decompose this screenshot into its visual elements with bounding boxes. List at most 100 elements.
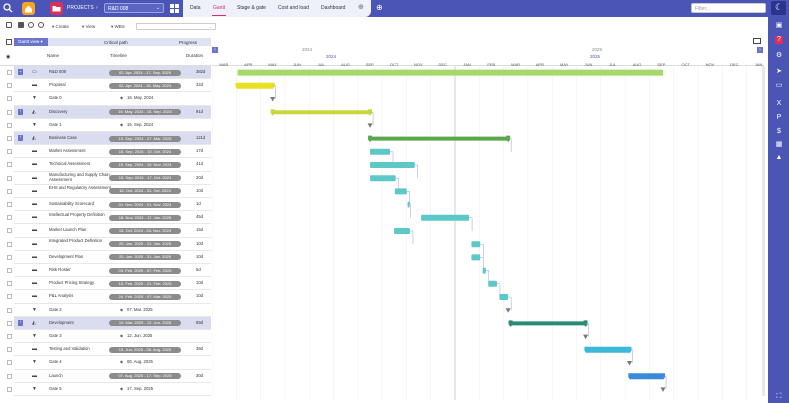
timeline-pill[interactable]: 16. Oct. 2024 - 31. Oct. 2024 bbox=[109, 188, 181, 195]
task-name[interactable]: Discovery bbox=[49, 108, 68, 114]
timeline-pill[interactable]: 02. Apr. 2024 - 16. May. 2024 bbox=[109, 82, 181, 89]
timeline-pill[interactable]: 15. Oct. 2024 - 04. Nov. 2024 bbox=[109, 227, 181, 234]
projects-breadcrumb[interactable]: PROJECTS bbox=[67, 5, 94, 11]
table-row[interactable]: › ◭ Business Case 15. Sep. 2024 - 07. Mar. … bbox=[7, 132, 211, 146]
expand-toggle-icon[interactable]: › bbox=[18, 318, 23, 326]
graduation-cap-icon[interactable]: ▲ bbox=[775, 154, 783, 161]
table-row[interactable]: ▼ Gate 1 ◆ 15. Sep. 2024 bbox=[7, 119, 211, 132]
row-checkbox[interactable] bbox=[7, 215, 12, 221]
timeline-pill[interactable]: 24. Feb. 2025 - 07. Mar. 2025 bbox=[109, 293, 181, 300]
row-checkbox[interactable] bbox=[7, 268, 12, 273]
task-name[interactable]: EHS and Regulatory Assessment bbox=[49, 185, 111, 191]
row-checkbox[interactable] bbox=[7, 334, 12, 339]
gantt-view-select[interactable]: Gantt view ▾ bbox=[14, 38, 48, 46]
row-checkbox[interactable] bbox=[7, 109, 12, 115]
row-checkbox[interactable] bbox=[7, 320, 12, 326]
table-row[interactable]: ▬ Technical Assessment 15. Sep. 2024 - 10.… bbox=[7, 158, 211, 172]
grid-icon[interactable] bbox=[170, 4, 179, 13]
timeline-pill[interactable]: 03. Feb. 2025 - 07. Feb. 2025 bbox=[109, 267, 181, 274]
timeline-pill[interactable]: 20. Jan. 2025 - 31. Jan. 2025 bbox=[109, 241, 181, 248]
settings-icon[interactable] bbox=[38, 22, 44, 28]
calendar-icon[interactable]: ▦ bbox=[775, 141, 783, 148]
task-name[interactable]: Business Case bbox=[49, 135, 77, 140]
circle-icon[interactable] bbox=[28, 22, 34, 28]
task-name[interactable]: Risk Roster bbox=[49, 267, 71, 272]
add-icon[interactable]: ⊕ bbox=[376, 3, 383, 12]
timeline-pill[interactable]: 16. May. 2024 - 15. Sep. 2024 bbox=[109, 109, 181, 116]
table-row[interactable]: ▬ P&L Analysis 24. Feb. 2025 - 07. Mar. 20… bbox=[7, 290, 211, 304]
table-row[interactable]: ▼ Gate 4 ◆ 06. Aug. 2025 bbox=[7, 356, 211, 370]
timeline-pill[interactable]: 02. Apr. 2024 - 17. Sep. 2025 bbox=[109, 69, 181, 76]
duration-column-header[interactable]: Duration bbox=[186, 53, 204, 58]
timeline-pill[interactable]: 18. Nov. 2024 - 17. Jan. 2025 bbox=[109, 214, 181, 221]
timeline-pill[interactable]: 15. Sep. 2024 - 10. Nov. 2024 bbox=[109, 161, 181, 168]
timeline-pill[interactable]: 10. Mar. 2025 - 12. Jun. 2025 bbox=[109, 320, 181, 327]
task-name[interactable]: Gate 2 bbox=[49, 306, 62, 312]
task-name[interactable]: Market Assessment bbox=[49, 148, 86, 154]
gear-icon[interactable]: ⚙ bbox=[775, 52, 783, 59]
table-row[interactable]: › ◭ Discovery 16. May. 2024 - 15. Sep. 2024… bbox=[7, 105, 211, 119]
table-row[interactable]: ▬ Sustainability Scorecard 01. Nov. 2024 -… bbox=[7, 198, 211, 212]
project-select[interactable]: R&D 008 ⌄ bbox=[104, 3, 164, 13]
dollar-icon[interactable]: $ bbox=[777, 128, 781, 135]
row-checkbox[interactable] bbox=[7, 122, 12, 128]
wbs-input[interactable]: ... bbox=[136, 23, 216, 30]
expand-toggle-icon[interactable]: › bbox=[18, 107, 23, 115]
create-dropdown[interactable]: ▾ Create bbox=[52, 24, 70, 29]
task-name[interactable]: Integrated Product Definition bbox=[49, 238, 103, 244]
fullscreen-icon[interactable]: ⛶ bbox=[776, 393, 782, 400]
tab-data[interactable]: Data bbox=[190, 5, 201, 11]
checkbox-icon[interactable] bbox=[18, 22, 24, 28]
filter-input[interactable]: Filter... bbox=[691, 3, 766, 13]
row-checkbox[interactable] bbox=[7, 386, 12, 392]
task-name[interactable]: Intellectual Property Definition bbox=[49, 211, 105, 217]
table-row[interactable]: ▬ Integrated Product Definition 20. Jan. 2… bbox=[7, 238, 211, 251]
row-checkbox[interactable] bbox=[7, 188, 12, 194]
timeline-pill[interactable]: 01. Nov. 2024 - 01. Nov. 2024 bbox=[109, 201, 181, 208]
timeline-pill[interactable]: 15. Sep. 2024 - 17. Oct. 2024 bbox=[109, 175, 181, 182]
row-checkbox[interactable] bbox=[7, 360, 12, 366]
panel-toggle-icon[interactable] bbox=[753, 38, 761, 44]
timeline-pill[interactable]: 15. Sep. 2024 - 10. Oct. 2024 bbox=[109, 148, 181, 155]
row-checkbox[interactable] bbox=[7, 307, 12, 313]
task-name[interactable]: Development Plan bbox=[49, 253, 84, 259]
critical-path-toggle[interactable]: Critical path bbox=[104, 40, 128, 45]
table-row[interactable]: ▼ Gate 2 ◆ 07. Mar. 2025 bbox=[7, 304, 211, 317]
task-name[interactable]: Testing and Validation bbox=[49, 346, 90, 352]
table-row[interactable]: ▬ Market Assessment 15. Sep. 2024 - 10. Oc… bbox=[7, 145, 211, 159]
wbs-dropdown[interactable]: ▾ WBS bbox=[111, 24, 125, 29]
progress-toggle[interactable]: Progress bbox=[179, 40, 198, 45]
table-row[interactable]: ▬ Launch 07. Aug. 2025 - 17. Sep. 2025 30d bbox=[7, 370, 211, 383]
scroll-left-icon[interactable]: ‹ bbox=[212, 47, 218, 53]
task-name[interactable]: Gate 3 bbox=[49, 333, 62, 338]
task-name[interactable]: Gate 0 bbox=[49, 95, 62, 101]
table-row[interactable]: ▬ Risk Roster 03. Feb. 2025 - 07. Feb. 202… bbox=[7, 264, 211, 278]
row-checkbox[interactable] bbox=[7, 294, 12, 300]
table-row[interactable]: ▬ Testing and Validation 13. Jun. 2025 - 0… bbox=[7, 343, 211, 357]
row-checkbox[interactable] bbox=[7, 96, 12, 102]
scroll-right-icon[interactable]: › bbox=[757, 47, 763, 53]
name-column-header[interactable]: Name bbox=[47, 53, 60, 58]
send-icon[interactable]: ➤ bbox=[776, 68, 782, 75]
home-icon[interactable] bbox=[22, 2, 35, 15]
excel-icon[interactable]: X bbox=[776, 100, 782, 107]
help-icon[interactable]: ? bbox=[775, 36, 783, 44]
view-dropdown[interactable]: ▾ View bbox=[82, 24, 96, 29]
table-row[interactable]: ▼ Gate 0 ◆ 16. May. 2024 bbox=[7, 92, 211, 106]
task-name[interactable]: Gate 1 bbox=[49, 121, 62, 127]
task-name[interactable]: Market Launch Plan bbox=[49, 227, 87, 233]
task-name[interactable]: P&L Analysis bbox=[49, 293, 74, 299]
columns-icon[interactable] bbox=[6, 39, 12, 45]
expand-toggle-icon[interactable]: › bbox=[18, 134, 23, 141]
row-checkbox[interactable] bbox=[7, 254, 12, 260]
row-checkbox[interactable] bbox=[7, 281, 12, 287]
row-checkbox[interactable] bbox=[7, 228, 12, 234]
save-icon[interactable]: ▣ bbox=[775, 22, 783, 29]
row-checkbox[interactable] bbox=[7, 70, 12, 75]
task-name[interactable]: Proposal bbox=[49, 82, 66, 88]
tab-cost-load[interactable]: Cost and load bbox=[278, 5, 309, 11]
search-icon[interactable] bbox=[3, 3, 13, 13]
row-checkbox[interactable] bbox=[7, 83, 12, 89]
task-name[interactable]: Gate 5 bbox=[49, 385, 62, 391]
table-row[interactable]: ▬ Market Launch Plan 15. Oct. 2024 - 04. N… bbox=[7, 224, 211, 238]
